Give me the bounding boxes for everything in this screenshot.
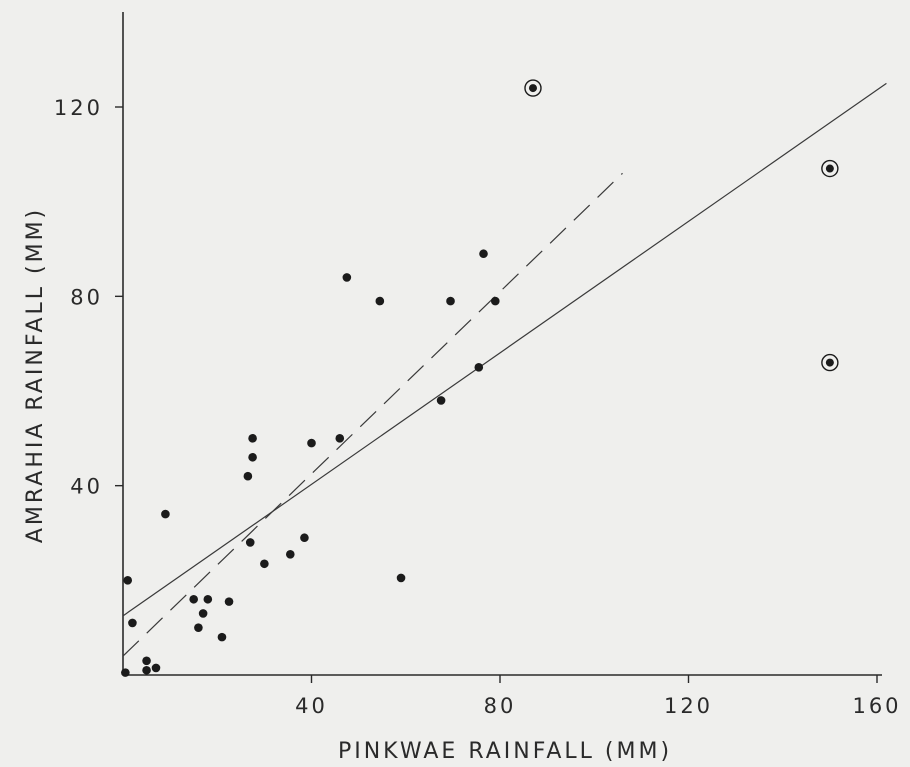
circled-outlier-ring	[524, 79, 542, 97]
data-point	[335, 434, 345, 443]
data-point	[300, 533, 309, 543]
y-tick-label: 120	[54, 96, 103, 120]
data-point	[285, 550, 295, 559]
data-point	[375, 296, 385, 306]
circled-outlier-point	[825, 164, 834, 173]
data-point	[446, 296, 455, 306]
y-axis-title: AMRAHIA RAINFALL (MM)	[23, 207, 48, 543]
x-tick-label: 160	[852, 694, 901, 718]
solid-fit-line	[122, 82, 887, 617]
data-point	[248, 434, 257, 443]
x-tick-label: 40	[295, 694, 328, 718]
data-point	[142, 665, 151, 675]
circled-outlier-point	[528, 84, 537, 93]
data-point	[342, 273, 352, 282]
data-points	[121, 79, 839, 677]
data-point	[128, 618, 137, 628]
axis-ticks: 40 80 120 160 40 80 120	[54, 96, 901, 718]
data-point	[142, 656, 151, 666]
data-point	[161, 509, 170, 519]
data-point	[490, 296, 500, 306]
data-point	[243, 471, 253, 481]
data-point	[151, 663, 161, 673]
data-point	[248, 452, 257, 462]
data-point	[474, 363, 484, 372]
circled-outlier-point	[825, 358, 834, 367]
data-point	[203, 594, 213, 604]
x-axis-title: PINKWAE RAINFALL (MM)	[338, 739, 672, 764]
data-point	[224, 597, 234, 606]
data-point	[436, 396, 446, 405]
dashed-fit-line	[122, 172, 623, 657]
circled-outlier-ring	[821, 159, 839, 178]
data-point	[198, 609, 208, 618]
circled-outlier-ring	[821, 353, 839, 372]
regression-lines	[122, 82, 887, 657]
data-point	[123, 576, 133, 585]
x-tick-label: 80	[484, 694, 517, 718]
data-point	[121, 668, 130, 677]
data-point	[217, 632, 227, 642]
data-point	[194, 623, 203, 632]
data-point	[260, 559, 269, 569]
data-point	[245, 538, 255, 547]
y-tick-label: 80	[70, 285, 103, 309]
data-point	[307, 438, 316, 448]
data-point	[189, 594, 198, 604]
data-point	[479, 249, 488, 259]
data-point	[396, 573, 406, 583]
x-tick-label: 120	[664, 694, 713, 718]
y-tick-label: 40	[70, 475, 103, 499]
